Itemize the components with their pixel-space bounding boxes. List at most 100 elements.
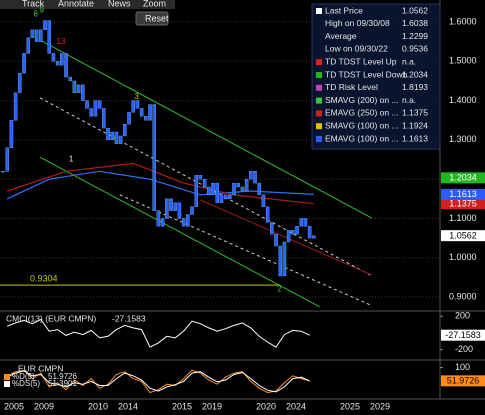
legend-label: TD Risk Level [325,82,378,92]
legend-value: 1.8193 [402,82,428,92]
legend-swatch [4,381,10,387]
legend-value: 1.2034 [402,69,428,79]
td-count: 2 [277,284,282,293]
candle [165,198,169,219]
candle [312,235,316,239]
reset-label[interactable]: Reset [145,13,169,23]
value-tag-label: 51.9726 [447,376,480,386]
candle [286,230,291,243]
candle [97,100,102,109]
legend-label: EMAVG (100) on ... [325,133,399,143]
y-tick-label: -200 [455,344,473,354]
candle [110,131,114,141]
td-count: 8 [34,9,39,18]
candle [39,29,43,42]
value-tag [441,230,485,242]
trend-line [39,39,373,219]
candle [114,131,119,144]
candle [307,226,312,239]
toolbar-item[interactable]: Annotate [58,0,94,8]
candle [177,202,182,219]
candle [64,53,68,78]
legend-value: 51.3901 [48,379,77,388]
indicator-line [6,369,310,394]
candle [68,76,72,82]
legend-label: %DS(5) [12,379,40,388]
value-tag-label: 1.0562 [449,231,477,241]
candle [223,194,228,199]
candle [13,92,18,121]
toolbar-item[interactable]: Zoom [143,0,166,8]
candle [47,20,51,54]
candle [51,53,56,62]
indicator-line [6,370,310,393]
trend-line [39,156,320,308]
x-tick-label: 2005 [4,401,24,411]
candle [60,53,64,66]
td-count: 9 [39,5,44,14]
candle [282,241,287,277]
legend-label: EMAVG (250) on ... [325,108,399,118]
candle [131,100,135,113]
legend-swatch [316,97,322,104]
value-tag-label: 1.1613 [449,189,477,199]
x-tick-label: 2029 [370,401,390,411]
y-tick-label: 1.5000 [449,56,477,66]
candle [211,182,215,196]
td-count: 1 [69,155,74,164]
legend-value: 1.1924 [402,120,428,130]
candle [261,194,266,207]
legend-swatch [316,84,322,91]
x-tick-label: 2024 [286,401,306,411]
candle [9,120,14,148]
legend: Last Price 1.0562 High on 09/30/08 1.6038 Av… [311,3,441,150]
candle [160,218,165,227]
legend-value: 1.1613 [402,133,428,143]
indicator-line [7,318,310,348]
toolbar-item[interactable]: News [108,0,131,8]
y-tick-label: 100 [455,362,470,372]
candle [55,61,60,66]
toolbar-item[interactable]: Track [22,0,45,8]
candle [85,100,89,109]
td-count: 3 [134,92,139,101]
y-tick-label: 200 [455,311,470,321]
candle [5,147,9,172]
candle [291,230,295,235]
candle [102,108,106,129]
value-tag [441,198,485,210]
candle [278,245,282,277]
legend-swatch [316,136,322,142]
candle [169,198,173,211]
candle [1,171,5,173]
candle [253,171,257,184]
legend-label: High on 09/30/08 [325,18,390,28]
legend-swatch [316,123,322,130]
value-tag-label: 1.1375 [449,199,477,209]
x-tick-label: 2010 [88,401,108,411]
x-tick-label: 2025 [340,401,360,411]
x-tick-label: 2009 [34,401,54,411]
value-tag [441,329,485,341]
candle [173,202,177,211]
x-tick-label: 2015 [172,401,192,411]
y-tick-label: 1.3000 [449,134,477,144]
legend-value: 1.1375 [402,108,428,118]
candle [303,218,308,227]
legend-value: n.a. [402,95,416,105]
candle [257,182,261,196]
candle [118,135,123,144]
legend-label: Last Price [325,5,363,15]
candle [93,100,98,117]
legend-label: TD TDST Level Down [325,69,408,79]
moving-average [6,170,314,200]
candle [270,222,274,235]
y-tick-label: 1.6000 [449,16,477,26]
candle [89,108,93,117]
legend-value: 1.0562 [402,5,428,15]
value-tag-label: 1.2034 [449,173,477,183]
legend-value: 0.9536 [402,44,428,54]
y-tick-label: 1.0000 [449,252,477,262]
candle [18,72,22,93]
legend-swatch [316,59,322,66]
